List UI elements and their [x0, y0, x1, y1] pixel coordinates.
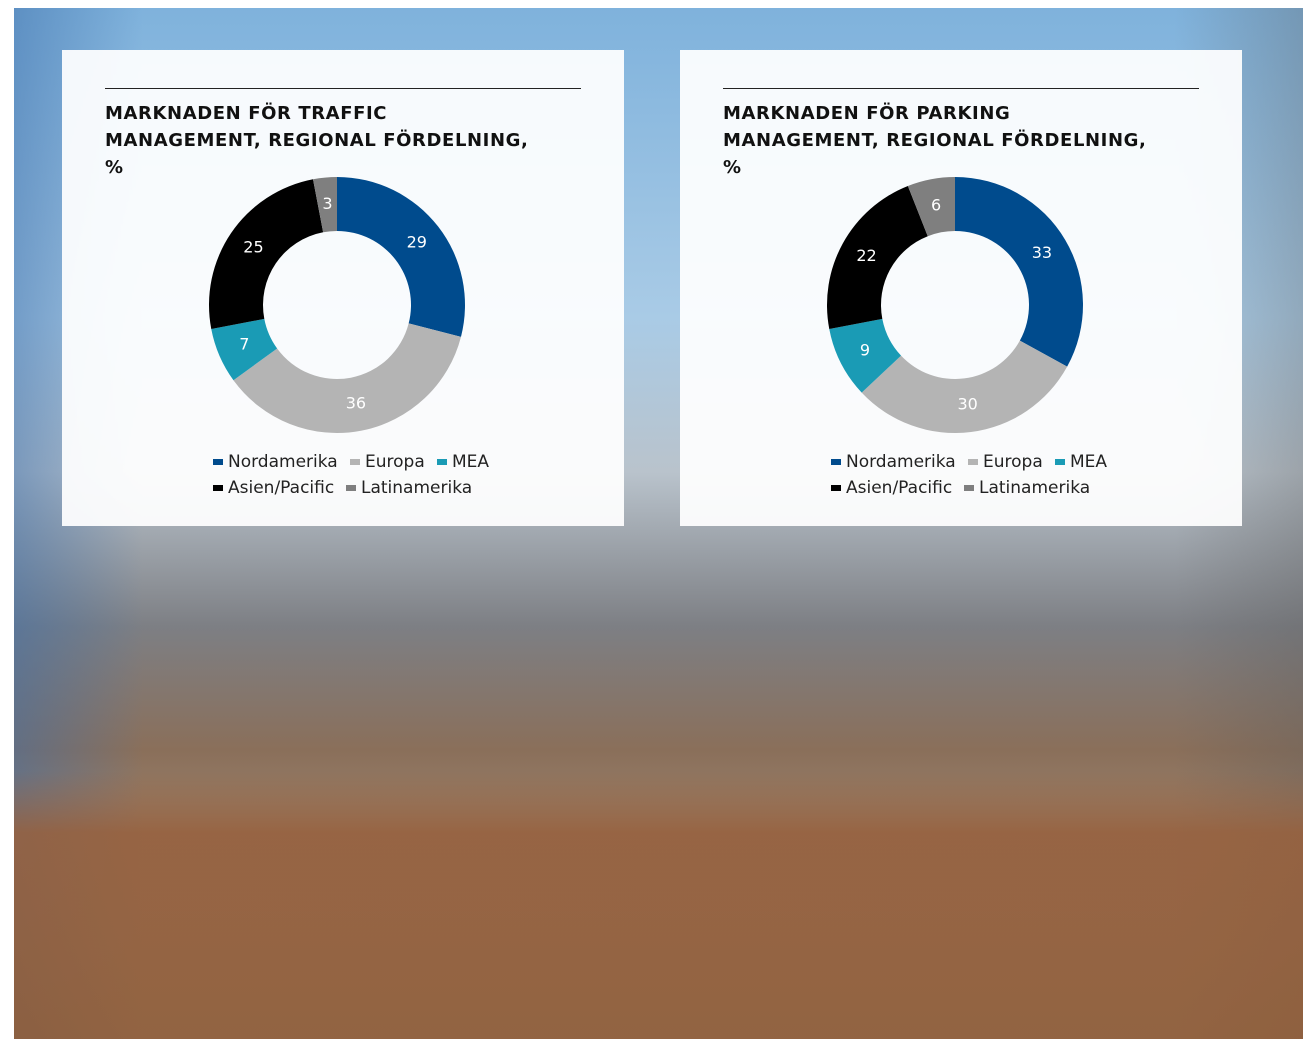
- legend-item: Nordamerika: [831, 452, 956, 472]
- chart-panel: MARKNADEN FÖR PARKING MANAGEMENT, REGION…: [680, 50, 1242, 526]
- legend-label: Asien/Pacific: [846, 478, 953, 498]
- data-label: 6: [931, 195, 941, 214]
- chart-panel: MARKNADEN FÖR TRAFFIC MANAGEMENT, REGION…: [62, 50, 624, 526]
- legend-swatch: [213, 485, 223, 491]
- legend-item: Latinamerika: [964, 478, 1090, 498]
- rule: [105, 88, 581, 89]
- data-label: 33: [1032, 243, 1052, 262]
- donut-segment: [211, 318, 278, 381]
- data-label: 3: [322, 194, 332, 213]
- data-label: 7: [239, 335, 249, 354]
- legend-label: Nordamerika: [846, 452, 956, 472]
- data-label: 22: [856, 246, 876, 265]
- legend-label: MEA: [452, 452, 490, 472]
- legend-label: Asien/Pacific: [228, 478, 335, 498]
- legend-label: Latinamerika: [979, 478, 1091, 498]
- data-label: 36: [346, 394, 366, 413]
- legend-item: Latinamerika: [346, 478, 472, 498]
- chart-title: MARKNADEN FÖR PARKING MANAGEMENT, REGION…: [723, 103, 1147, 178]
- legend-item: MEA: [1055, 452, 1107, 472]
- donut-segment: [233, 323, 461, 434]
- legend-item: Asien/Pacific: [213, 478, 334, 498]
- legend-swatch: [831, 459, 841, 465]
- donut-segment: [907, 177, 955, 237]
- legend-item: MEA: [437, 452, 489, 472]
- donut-segment: [827, 185, 928, 329]
- legend-item: Europa: [350, 452, 425, 472]
- data-label: 9: [860, 340, 870, 359]
- legend-swatch: [346, 485, 356, 491]
- legend-label: Nordamerika: [228, 452, 338, 472]
- rule: [723, 88, 1199, 89]
- legend-swatch: [437, 459, 447, 465]
- legend-item: Europa: [968, 452, 1043, 472]
- donut-segment: [209, 179, 324, 329]
- data-label: 29: [407, 233, 427, 252]
- donut-segment: [313, 177, 337, 233]
- donut-chart: 33 30 9 22 6: [827, 177, 1083, 434]
- data-label: 25: [243, 238, 263, 257]
- legend-label: Europa: [983, 452, 1043, 472]
- legend-item: Asien/Pacific: [831, 478, 952, 498]
- legend-label: MEA: [1070, 452, 1108, 472]
- data-label: 30: [957, 395, 977, 414]
- legend-label: Europa: [365, 452, 425, 472]
- legend-item: Nordamerika: [213, 452, 338, 472]
- legend-swatch: [1055, 459, 1065, 465]
- donut-chart: 29 36 7 25 3: [209, 177, 465, 434]
- donut-segment: [829, 318, 902, 393]
- legend-label: Latinamerika: [361, 478, 473, 498]
- legend-swatch: [350, 459, 360, 465]
- chart-title: MARKNADEN FÖR TRAFFIC MANAGEMENT, REGION…: [105, 103, 529, 178]
- donut-segment: [861, 340, 1068, 434]
- legend-swatch: [213, 459, 223, 465]
- legend-swatch: [831, 485, 841, 491]
- donut-segment: [955, 177, 1083, 367]
- legend-swatch: [968, 459, 978, 465]
- donut-segment: [337, 177, 465, 337]
- legend-swatch: [964, 485, 974, 491]
